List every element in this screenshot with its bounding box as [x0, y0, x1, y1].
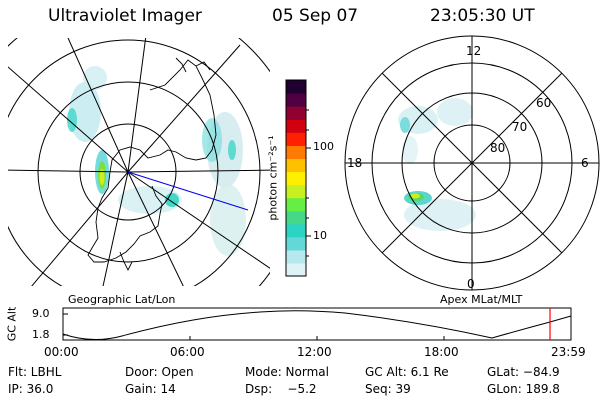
- colorbar-cell: [286, 210, 306, 225]
- mlat-label-80: 80: [490, 141, 506, 155]
- mlt-label-left: 18: [347, 156, 363, 170]
- gain-info: Gain: 14: [125, 382, 176, 396]
- colorbar-cell: [286, 197, 306, 212]
- mode-info: Mode: Normal: [245, 365, 329, 379]
- altitude-plot: [62, 307, 572, 341]
- instrument-title: Ultraviolet Imager: [48, 6, 202, 26]
- apex-graticule: [344, 35, 600, 291]
- geo-longitude-info: GLon: 189.8: [487, 382, 560, 396]
- altitude-xtick-2: 12:00: [297, 345, 332, 359]
- sequence-info: Seq: 39: [365, 382, 411, 396]
- altitude-ytick-low: 1.8: [32, 328, 50, 341]
- colorbar-tick-100: 100: [313, 140, 334, 153]
- colorbar-cell: [286, 249, 306, 264]
- gc-altitude-info: GC Alt: 6.1 Re: [365, 365, 449, 379]
- colorbar-cell: [286, 119, 306, 133]
- colorbar-cell: [286, 80, 306, 94]
- mlt-label-top: 12: [466, 44, 482, 58]
- observation-date: 05 Sep 07: [272, 6, 359, 26]
- geo-satellite-track: [127, 171, 249, 211]
- colorbar-tick-10: 10: [313, 229, 327, 242]
- dsp-info: Dsp: −5.2: [245, 382, 317, 396]
- geo-map-label: Geographic Lat/Lon: [68, 293, 176, 306]
- colorbar-cell: [286, 184, 306, 199]
- altitude-xtick-1: 06:00: [170, 345, 205, 359]
- colorbar-cell: [286, 158, 306, 173]
- apex-aurora-emission: [398, 98, 476, 231]
- colorbar-ticks: [306, 109, 311, 257]
- colorbar: [286, 80, 306, 277]
- altitude-xtick-4: 23:59: [551, 345, 586, 359]
- geo-latitude-info: GLat: −84.9: [487, 365, 560, 379]
- door-info: Door: Open: [125, 365, 194, 379]
- colorbar-cell: [286, 145, 306, 159]
- altitude-xtick-0: 00:00: [44, 345, 79, 359]
- colorbar-cell: [286, 132, 306, 146]
- mlt-label-right: 6: [581, 156, 589, 170]
- geographic-map: [8, 38, 270, 286]
- mlt-label-bottom: 0: [467, 277, 475, 291]
- colorbar-frame: [285, 79, 307, 277]
- apex-map: [344, 35, 600, 291]
- filter-info: Flt: LBHL: [8, 365, 62, 379]
- colorbar-cell: [286, 223, 306, 238]
- geo-coastline: [87, 57, 217, 272]
- colorbar-cell: [286, 106, 306, 120]
- colorbar-cell: [286, 236, 306, 251]
- colorbar-cell: [286, 171, 306, 186]
- colorbar-cell: [286, 93, 306, 107]
- mlat-label-70: 70: [512, 120, 528, 134]
- altitude-xtick-3: 18:00: [424, 345, 459, 359]
- colorbar-cell: [286, 262, 306, 277]
- mlat-label-60: 60: [536, 96, 552, 110]
- colorbar-unit-label: photon cm⁻²s⁻¹: [266, 135, 280, 221]
- altitude-x-ticks: [189, 336, 445, 340]
- altitude-plot-frame: [62, 307, 572, 341]
- altitude-ytick-high: 9.0: [32, 307, 50, 320]
- observation-time: 23:05:30 UT: [430, 6, 535, 26]
- ip-info: IP: 36.0: [8, 382, 54, 396]
- altitude-y-label: GC Alt: [5, 306, 19, 342]
- altitude-curve: [62, 310, 572, 340]
- apex-map-label: Apex MLat/MLT: [440, 293, 523, 306]
- altitude-y-ticks: [63, 313, 68, 336]
